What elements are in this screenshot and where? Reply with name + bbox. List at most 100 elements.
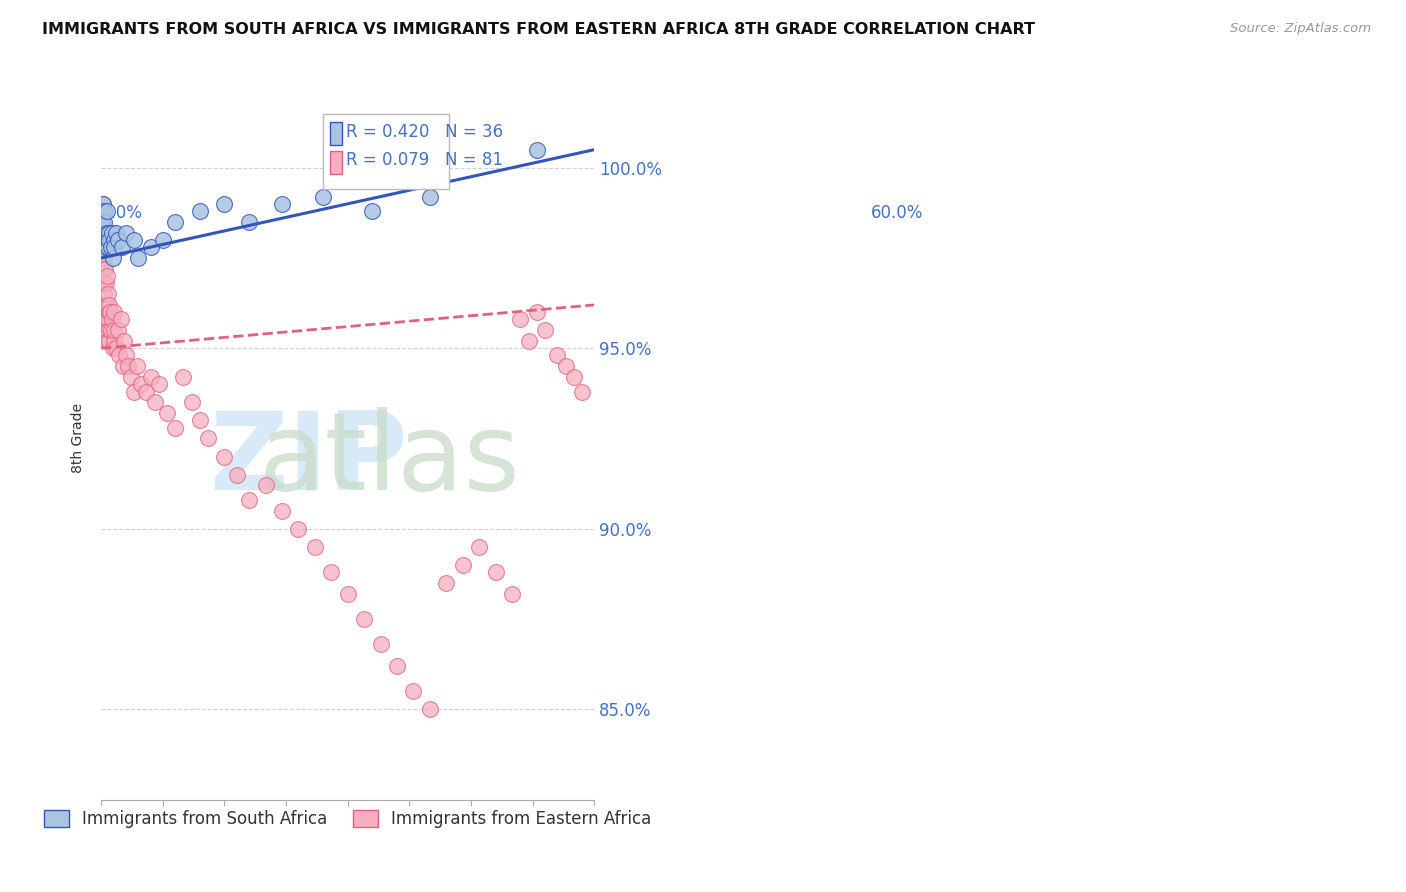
Point (370, 637, 392, 651)
Point (96, 268, 118, 283)
Point (93, 287, 115, 301)
Point (107, 233, 129, 247)
Point (526, 305, 548, 319)
Point (419, 189, 441, 203)
Point (94, 240, 117, 254)
Point (91, 196, 114, 211)
Point (91, 277, 114, 291)
Point (238, 215, 260, 229)
Point (139, 370, 162, 384)
Point (180, 395, 202, 409)
Point (361, 204, 384, 219)
Point (93, 233, 115, 247)
Point (103, 233, 125, 247)
Point (214, 450, 236, 464)
Point (517, 334, 540, 348)
Point (434, 575, 457, 590)
Point (353, 612, 375, 626)
Point (98, 323, 121, 337)
Point (115, 348, 138, 362)
Point (122, 233, 145, 247)
Point (321, 565, 343, 579)
Point (91, 240, 114, 254)
Point (93, 277, 115, 291)
Point (534, 323, 557, 337)
Point (91, 215, 114, 229)
Point (97, 312, 120, 326)
Point (101, 312, 124, 326)
Point (336, 587, 359, 601)
Text: Source: ZipAtlas.com: Source: ZipAtlas.com (1230, 22, 1371, 36)
Point (93, 312, 115, 326)
Text: R = 0.420   N = 36: R = 0.420 N = 36 (346, 122, 503, 141)
Point (468, 540, 491, 554)
Point (111, 240, 134, 254)
Point (385, 659, 408, 673)
Point (214, 196, 236, 211)
Point (96, 298, 118, 312)
Text: IMMIGRANTS FROM SOUTH AFRICA VS IMMIGRANTS FROM EASTERN AFRICA 8TH GRADE CORRELA: IMMIGRANTS FROM SOUTH AFRICA VS IMMIGRAN… (42, 22, 1035, 37)
Point (96, 226, 118, 240)
Legend: Immigrants from South Africa, Immigrants from Eastern Africa: Immigrants from South Africa, Immigrants… (38, 803, 658, 835)
Point (97, 240, 120, 254)
Point (120, 370, 142, 384)
Point (287, 522, 309, 536)
Text: 0.0%: 0.0% (101, 203, 143, 222)
Point (143, 395, 166, 409)
Point (152, 233, 174, 247)
Point (312, 189, 335, 203)
Point (91, 251, 114, 265)
Point (101, 251, 124, 265)
Point (188, 413, 211, 427)
Point (110, 312, 132, 326)
Point (91, 196, 114, 211)
Point (554, 359, 576, 374)
Point (100, 240, 122, 254)
Point (103, 334, 125, 348)
Point (97, 305, 120, 319)
Point (94, 298, 117, 312)
Point (165, 215, 187, 229)
Point (419, 702, 441, 716)
Point (254, 478, 277, 492)
Point (98, 298, 121, 312)
Point (98, 305, 121, 319)
Point (97, 334, 120, 348)
Text: ZIP: ZIP (209, 407, 408, 513)
Point (127, 251, 149, 265)
Point (509, 312, 531, 326)
Point (101, 341, 124, 355)
FancyBboxPatch shape (330, 151, 342, 174)
Point (94, 261, 117, 276)
Point (111, 359, 134, 374)
Point (93, 251, 115, 265)
Text: 60.0%: 60.0% (870, 203, 922, 222)
Point (188, 204, 211, 219)
Point (103, 240, 125, 254)
Point (165, 420, 187, 434)
Point (97, 287, 120, 301)
FancyBboxPatch shape (323, 113, 449, 189)
Point (127, 359, 149, 374)
Point (225, 467, 247, 482)
Point (501, 587, 523, 601)
Point (135, 384, 157, 399)
Point (156, 406, 179, 420)
Point (108, 348, 131, 362)
Text: atlas: atlas (259, 407, 520, 513)
Point (91, 215, 114, 229)
Point (122, 384, 145, 399)
Point (105, 226, 128, 240)
Point (98, 233, 121, 247)
Point (94, 312, 117, 326)
Point (117, 359, 139, 374)
FancyBboxPatch shape (330, 122, 342, 145)
Point (129, 377, 152, 392)
Point (172, 370, 194, 384)
Point (402, 684, 425, 698)
Point (112, 334, 135, 348)
Point (562, 370, 585, 384)
Point (271, 196, 294, 211)
Point (546, 348, 568, 362)
Point (103, 305, 125, 319)
